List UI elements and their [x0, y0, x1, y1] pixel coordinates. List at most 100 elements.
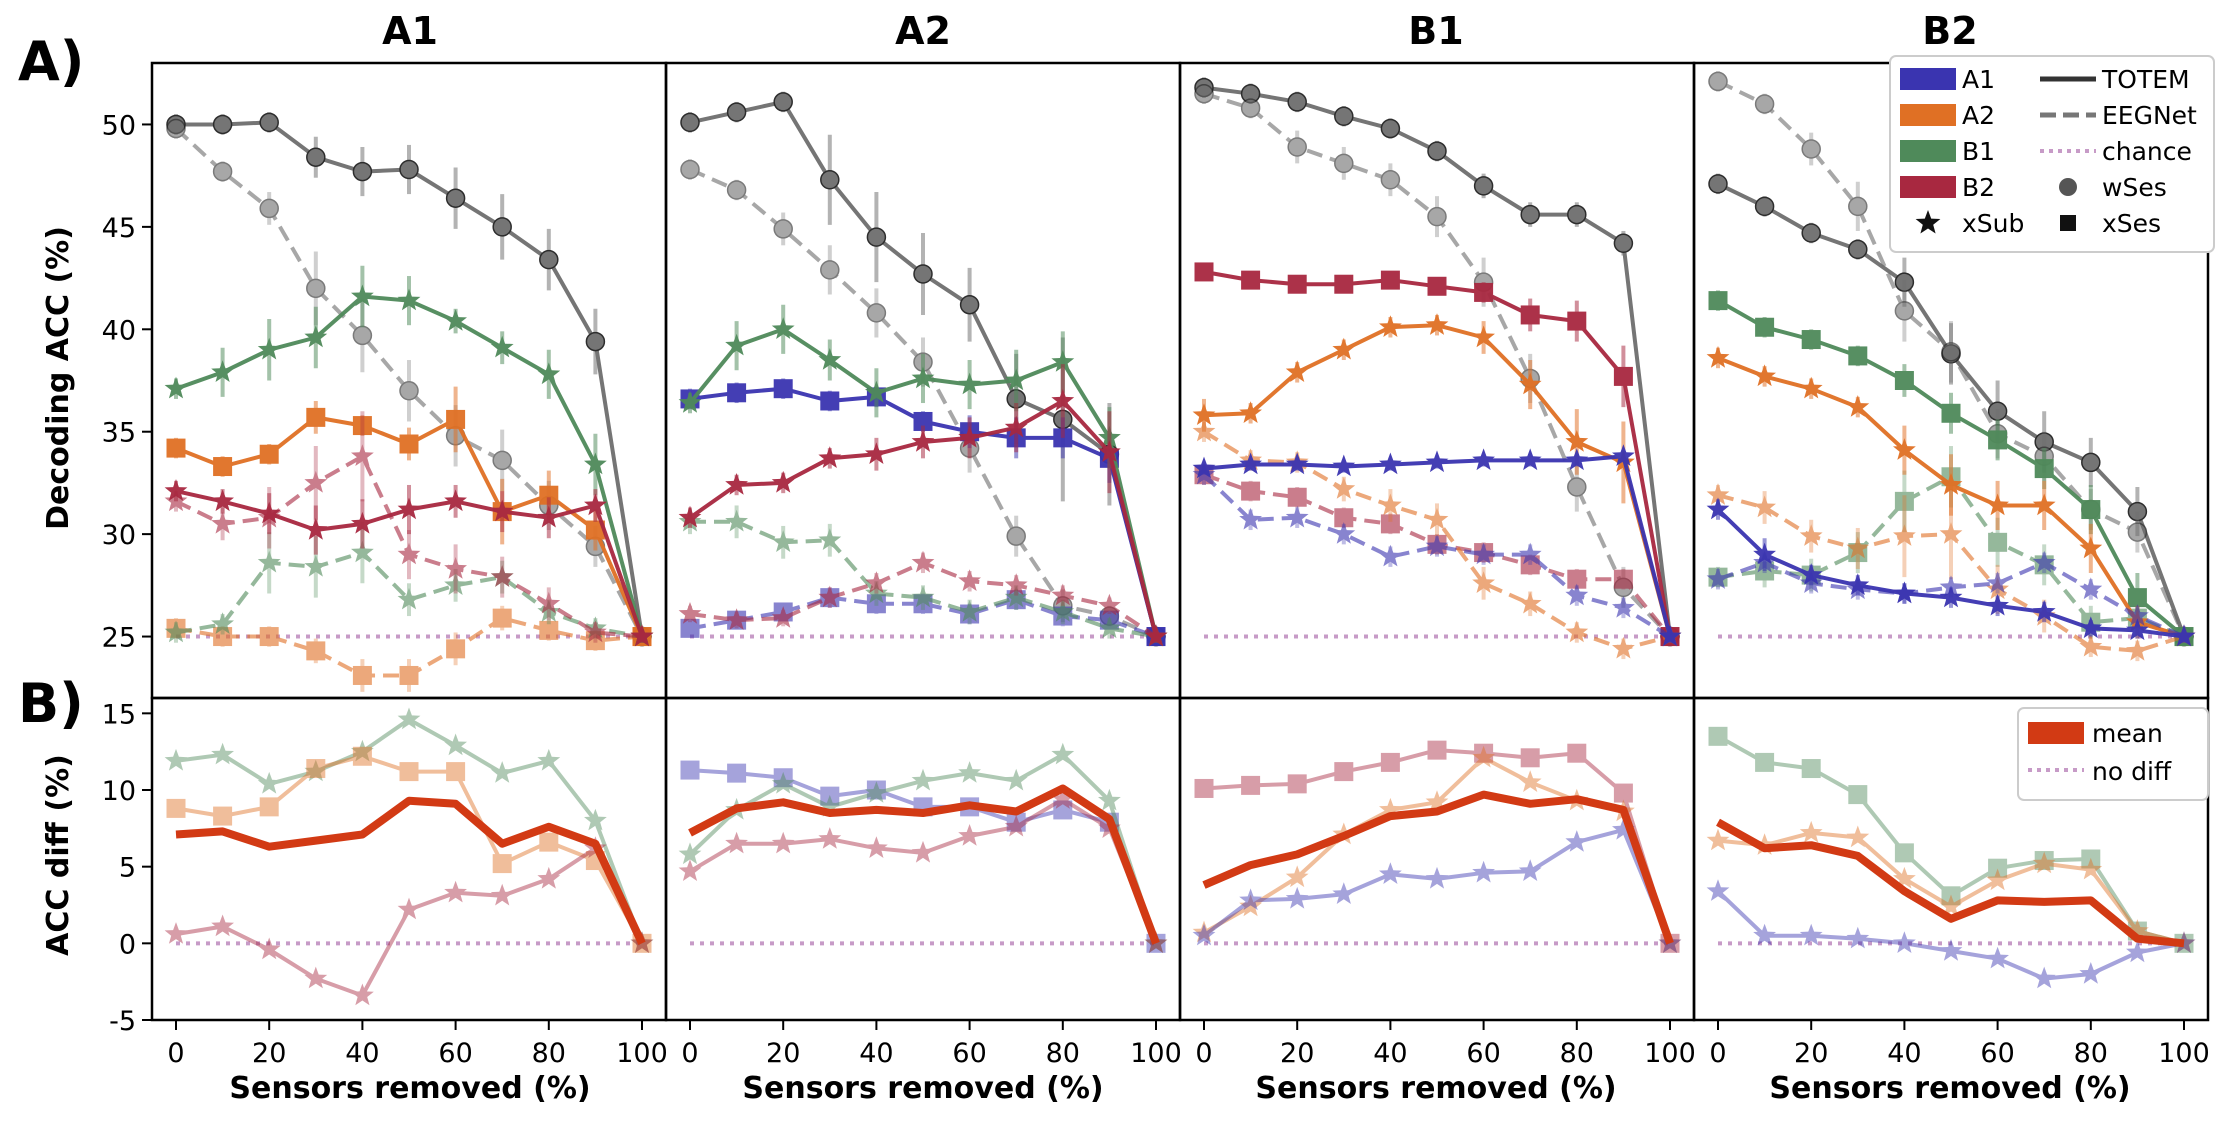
square-marker	[352, 416, 372, 436]
star-marker	[2079, 616, 2103, 639]
series-a1-xses	[680, 760, 1166, 953]
star-marker	[397, 542, 421, 565]
square-marker	[1801, 330, 1821, 350]
star-marker	[958, 569, 981, 591]
bottom-y-tick-label: 5	[119, 853, 136, 884]
star-marker	[490, 565, 514, 587]
star-marker	[1051, 583, 1075, 606]
series-b1-eegnet-xsub	[678, 505, 1168, 647]
square-marker	[1894, 491, 1914, 511]
circle-marker	[773, 92, 793, 112]
bottom-y-tick-label: 10	[102, 776, 136, 807]
circle-marker	[1567, 477, 1587, 497]
star-marker	[911, 366, 935, 389]
circle-marker	[1567, 204, 1587, 225]
star-marker	[725, 608, 748, 630]
star-marker	[2079, 577, 2103, 600]
star-marker	[1051, 600, 1075, 622]
series-a1-eegnet-xsub	[1192, 462, 1682, 647]
star-marker	[2079, 857, 2103, 880]
star-marker	[2126, 940, 2149, 963]
star-marker	[1893, 931, 1916, 953]
star-marker	[257, 771, 281, 794]
square-marker	[1380, 752, 1400, 772]
star-marker	[1799, 524, 1823, 546]
frame-bottom-b2	[1692, 696, 2210, 1022]
star-marker	[444, 309, 467, 331]
square-marker	[446, 762, 466, 782]
x-tick-label: 100	[616, 1038, 668, 1069]
star-marker	[818, 446, 842, 468]
legend-label-mean: mean	[2092, 719, 2163, 748]
square-marker	[306, 641, 326, 661]
star-marker	[2032, 550, 2056, 573]
series-b2-xsub	[164, 836, 654, 1006]
series-line	[1202, 827, 1672, 945]
star-marker	[1379, 452, 1402, 475]
star-marker	[1939, 473, 1963, 495]
star-marker	[1379, 493, 1402, 516]
star-marker	[1939, 585, 1963, 608]
star-marker	[1565, 620, 1589, 643]
x-axis-label-a2: Sensors removed (%)	[742, 1071, 1103, 1106]
series-line	[1202, 473, 1672, 639]
square-marker	[1708, 291, 1728, 311]
square-marker	[352, 665, 372, 685]
star-marker	[1472, 542, 1495, 565]
series-b2-eegnet-xsub	[164, 411, 654, 647]
column-title-b2: B2	[1922, 9, 1977, 53]
star-marker	[257, 937, 281, 960]
star-marker	[1004, 573, 1028, 595]
star-marker	[725, 509, 748, 532]
square-marker	[1474, 282, 1494, 302]
star-marker	[1893, 581, 1916, 604]
square-marker	[1941, 886, 1961, 906]
star-marker	[1285, 505, 1309, 528]
series-line	[1202, 790, 1674, 945]
circle-marker	[1473, 176, 1494, 196]
legend-label-b2: B2	[1962, 173, 1995, 202]
x-tick-label: 0	[1195, 1038, 1212, 1069]
square-marker	[1520, 748, 1540, 768]
circle-marker	[1287, 92, 1307, 112]
star-marker	[1004, 585, 1028, 608]
square-marker	[1427, 276, 1447, 296]
star-marker	[1658, 624, 1682, 647]
star-marker	[678, 842, 702, 865]
x-tick-label: 0	[167, 1038, 184, 1069]
star-marker	[1706, 567, 1730, 589]
star-marker	[958, 372, 981, 395]
star-marker	[1472, 325, 1495, 348]
square-marker	[352, 746, 372, 766]
star-marker	[1518, 859, 1542, 881]
star-marker	[1893, 866, 1916, 889]
circle-marker	[1380, 118, 1401, 139]
square-marker	[1241, 481, 1261, 501]
star-marker	[1098, 616, 1121, 639]
star-marker	[351, 983, 374, 1006]
series-line	[688, 752, 1158, 944]
x-axis-label-a1: Sensors removed (%)	[229, 1071, 590, 1106]
top-y-tick-label: 45	[102, 213, 136, 244]
x-tick-label: 40	[1373, 1038, 1407, 1069]
square-marker	[727, 763, 747, 783]
circle-marker	[1941, 342, 1961, 362]
series-eegnet-wses	[1194, 83, 1680, 647]
star-marker	[1518, 591, 1542, 614]
star-marker	[1986, 493, 2009, 516]
star-marker	[1565, 448, 1589, 471]
circle-marker	[726, 180, 747, 200]
x-tick-label: 40	[1887, 1038, 1921, 1069]
x-tick-label: 0	[1709, 1038, 1726, 1069]
star-marker	[1144, 624, 1168, 647]
x-tick-label: 80	[2074, 1038, 2108, 1069]
legend-label-chance: chance	[2102, 137, 2192, 166]
star-marker	[1425, 790, 1449, 812]
star-marker	[1893, 438, 1916, 460]
star-marker	[1612, 595, 1635, 618]
circle-marker	[492, 450, 512, 471]
star-marker	[1565, 583, 1589, 606]
square-marker	[866, 780, 886, 800]
series-a2-totem-xsub	[1192, 313, 1682, 647]
star-marker	[1565, 430, 1589, 452]
